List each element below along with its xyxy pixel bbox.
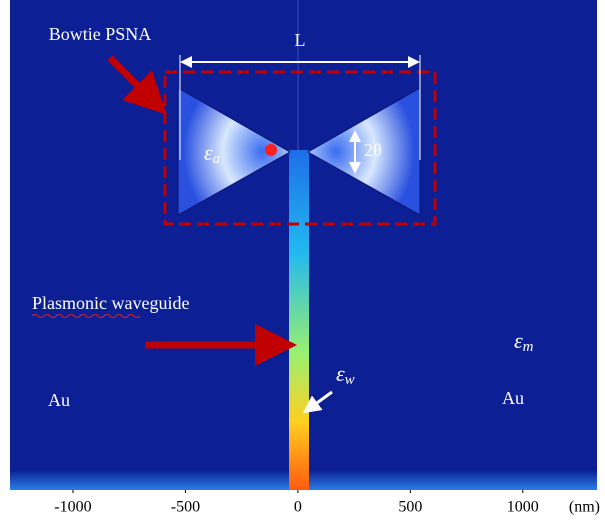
highlight-box <box>163 70 437 226</box>
bowtie-left <box>177 87 292 216</box>
x-tick-label: -1000 <box>54 499 91 516</box>
x-axis-label: (nm) <box>569 499 600 516</box>
label: Bowtie PSNA <box>49 24 152 44</box>
red-arrow <box>107 55 167 115</box>
label: εw <box>336 361 355 388</box>
subscript: a <box>213 151 221 167</box>
x-tick-label: 500 <box>398 499 422 516</box>
label: Plasmonic waveguide <box>32 293 189 313</box>
waveguide <box>289 150 309 490</box>
x-tick-label: 1000 <box>507 499 539 516</box>
label: 2θ <box>364 140 382 160</box>
label: L <box>295 30 306 50</box>
subscript: w <box>345 372 355 388</box>
symbol: ε <box>204 140 213 165</box>
x-tick-label: -500 <box>171 499 200 516</box>
word: Plasmonic <box>32 293 107 313</box>
label: εm <box>514 328 534 355</box>
word: waveguide <box>112 293 190 313</box>
label: Au <box>502 388 524 408</box>
symbol: ε <box>336 361 345 386</box>
label: εa <box>204 140 220 167</box>
subscript: m <box>523 339 534 355</box>
x-tick-label: 0 <box>294 499 302 516</box>
white-arrow <box>302 390 333 414</box>
label: Au <box>48 390 70 410</box>
spell-underline <box>31 314 141 318</box>
source-dot <box>265 144 277 156</box>
symbol: ε <box>514 328 523 353</box>
